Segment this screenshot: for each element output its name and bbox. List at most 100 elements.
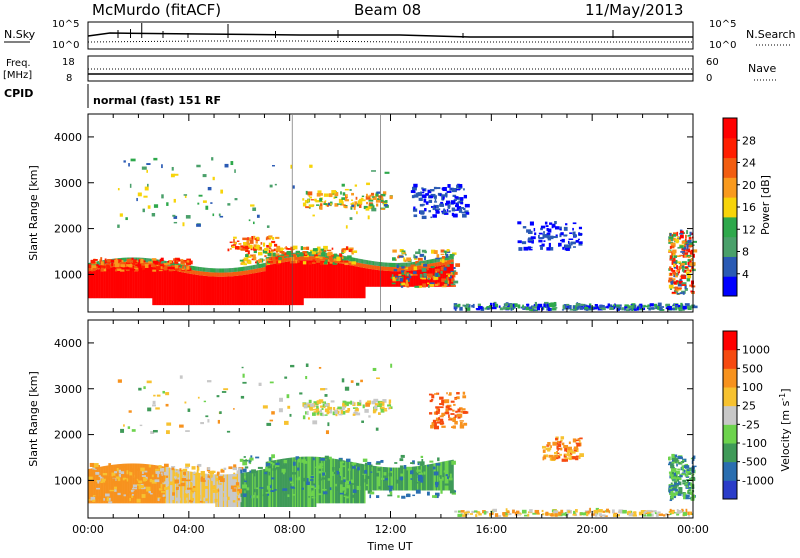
data-cell — [350, 250, 353, 253]
data-cell — [336, 477, 341, 481]
data-cell — [125, 262, 129, 265]
data-cell — [678, 304, 681, 308]
data-cell — [338, 413, 343, 416]
data-cell — [220, 189, 224, 194]
data-cell — [674, 468, 677, 473]
data-cell — [311, 496, 316, 499]
data-cell — [219, 276, 221, 306]
data-cell — [237, 491, 240, 496]
data-cell — [529, 309, 534, 311]
data-cell — [344, 205, 348, 209]
data-cell — [100, 267, 104, 271]
data-cell — [253, 471, 255, 507]
data-cell — [251, 495, 254, 499]
data-cell — [216, 268, 219, 273]
data-cell — [425, 273, 429, 276]
data-cell — [380, 459, 384, 463]
data-cell — [572, 246, 576, 248]
data-cell — [154, 267, 157, 306]
data-cell — [567, 450, 570, 455]
data-cell — [576, 305, 579, 310]
data-cell — [124, 257, 127, 262]
data-cell — [383, 410, 388, 412]
data-cell — [376, 191, 381, 194]
data-cell — [138, 264, 142, 267]
data-cell — [233, 239, 235, 244]
data-cell — [344, 260, 349, 263]
data-cell — [440, 249, 445, 253]
data-cell — [684, 238, 687, 243]
data-cell — [677, 270, 680, 274]
data-cell — [439, 261, 442, 266]
data-cell — [464, 305, 468, 308]
data-cell — [290, 487, 296, 489]
data-cell — [546, 232, 551, 236]
data-cell — [345, 197, 348, 200]
data-cell — [448, 210, 451, 213]
data-cell — [271, 256, 277, 261]
colorbar-swatch — [723, 331, 737, 351]
data-cell — [198, 275, 201, 306]
data-cell — [152, 464, 154, 504]
data-cell — [264, 255, 267, 258]
data-cell — [346, 247, 352, 251]
data-cell — [456, 189, 461, 191]
data-cell — [174, 173, 179, 176]
data-cell — [628, 308, 632, 311]
data-cell — [365, 259, 367, 265]
data-cell — [374, 265, 376, 270]
data-cell — [594, 304, 598, 307]
data-cell — [425, 201, 429, 205]
data-cell — [281, 465, 284, 469]
data-cell — [183, 194, 188, 196]
data-cell — [237, 498, 240, 501]
data-cell — [375, 192, 379, 197]
data-cell — [427, 268, 429, 271]
data-cell — [566, 307, 569, 310]
data-cell — [118, 464, 120, 504]
data-cell — [207, 475, 211, 479]
data-cell — [550, 513, 554, 517]
data-cell — [382, 200, 387, 205]
data-cell — [414, 262, 418, 264]
data-cell — [361, 463, 364, 504]
data-cell — [171, 468, 173, 504]
data-cell — [342, 248, 347, 251]
data-cell — [212, 176, 215, 181]
data-cell — [301, 256, 303, 261]
data-cell — [323, 203, 328, 205]
data-cell — [230, 244, 234, 248]
data-cell — [184, 401, 187, 404]
data-cell — [279, 262, 282, 306]
data-cell — [434, 283, 439, 287]
data-cell — [222, 276, 225, 306]
data-cell — [318, 366, 322, 369]
data-cell — [117, 492, 121, 496]
data-cell — [243, 274, 245, 306]
data-cell — [683, 254, 685, 258]
data-cell — [683, 465, 686, 469]
data-cell — [283, 262, 285, 306]
data-cell — [229, 241, 233, 244]
data-cell — [236, 240, 240, 242]
data-cell — [192, 487, 198, 492]
data-cell — [380, 477, 385, 480]
data-cell — [188, 471, 191, 504]
data-cell — [413, 266, 418, 271]
data-cell — [387, 494, 393, 497]
data-cell — [281, 468, 286, 473]
data-cell — [157, 497, 161, 499]
data-cell — [135, 479, 138, 484]
station-title: McMurdo (fitACF) — [92, 1, 221, 19]
data-cell — [94, 467, 96, 504]
data-cell — [671, 456, 676, 461]
data-cell — [238, 243, 242, 245]
data-cell — [459, 421, 463, 426]
data-cell — [197, 472, 200, 504]
data-cell — [305, 481, 310, 485]
data-cell — [150, 431, 155, 434]
data-cell — [319, 409, 323, 413]
data-cell — [121, 465, 127, 468]
data-cell — [676, 288, 679, 292]
data-cell — [165, 403, 169, 407]
